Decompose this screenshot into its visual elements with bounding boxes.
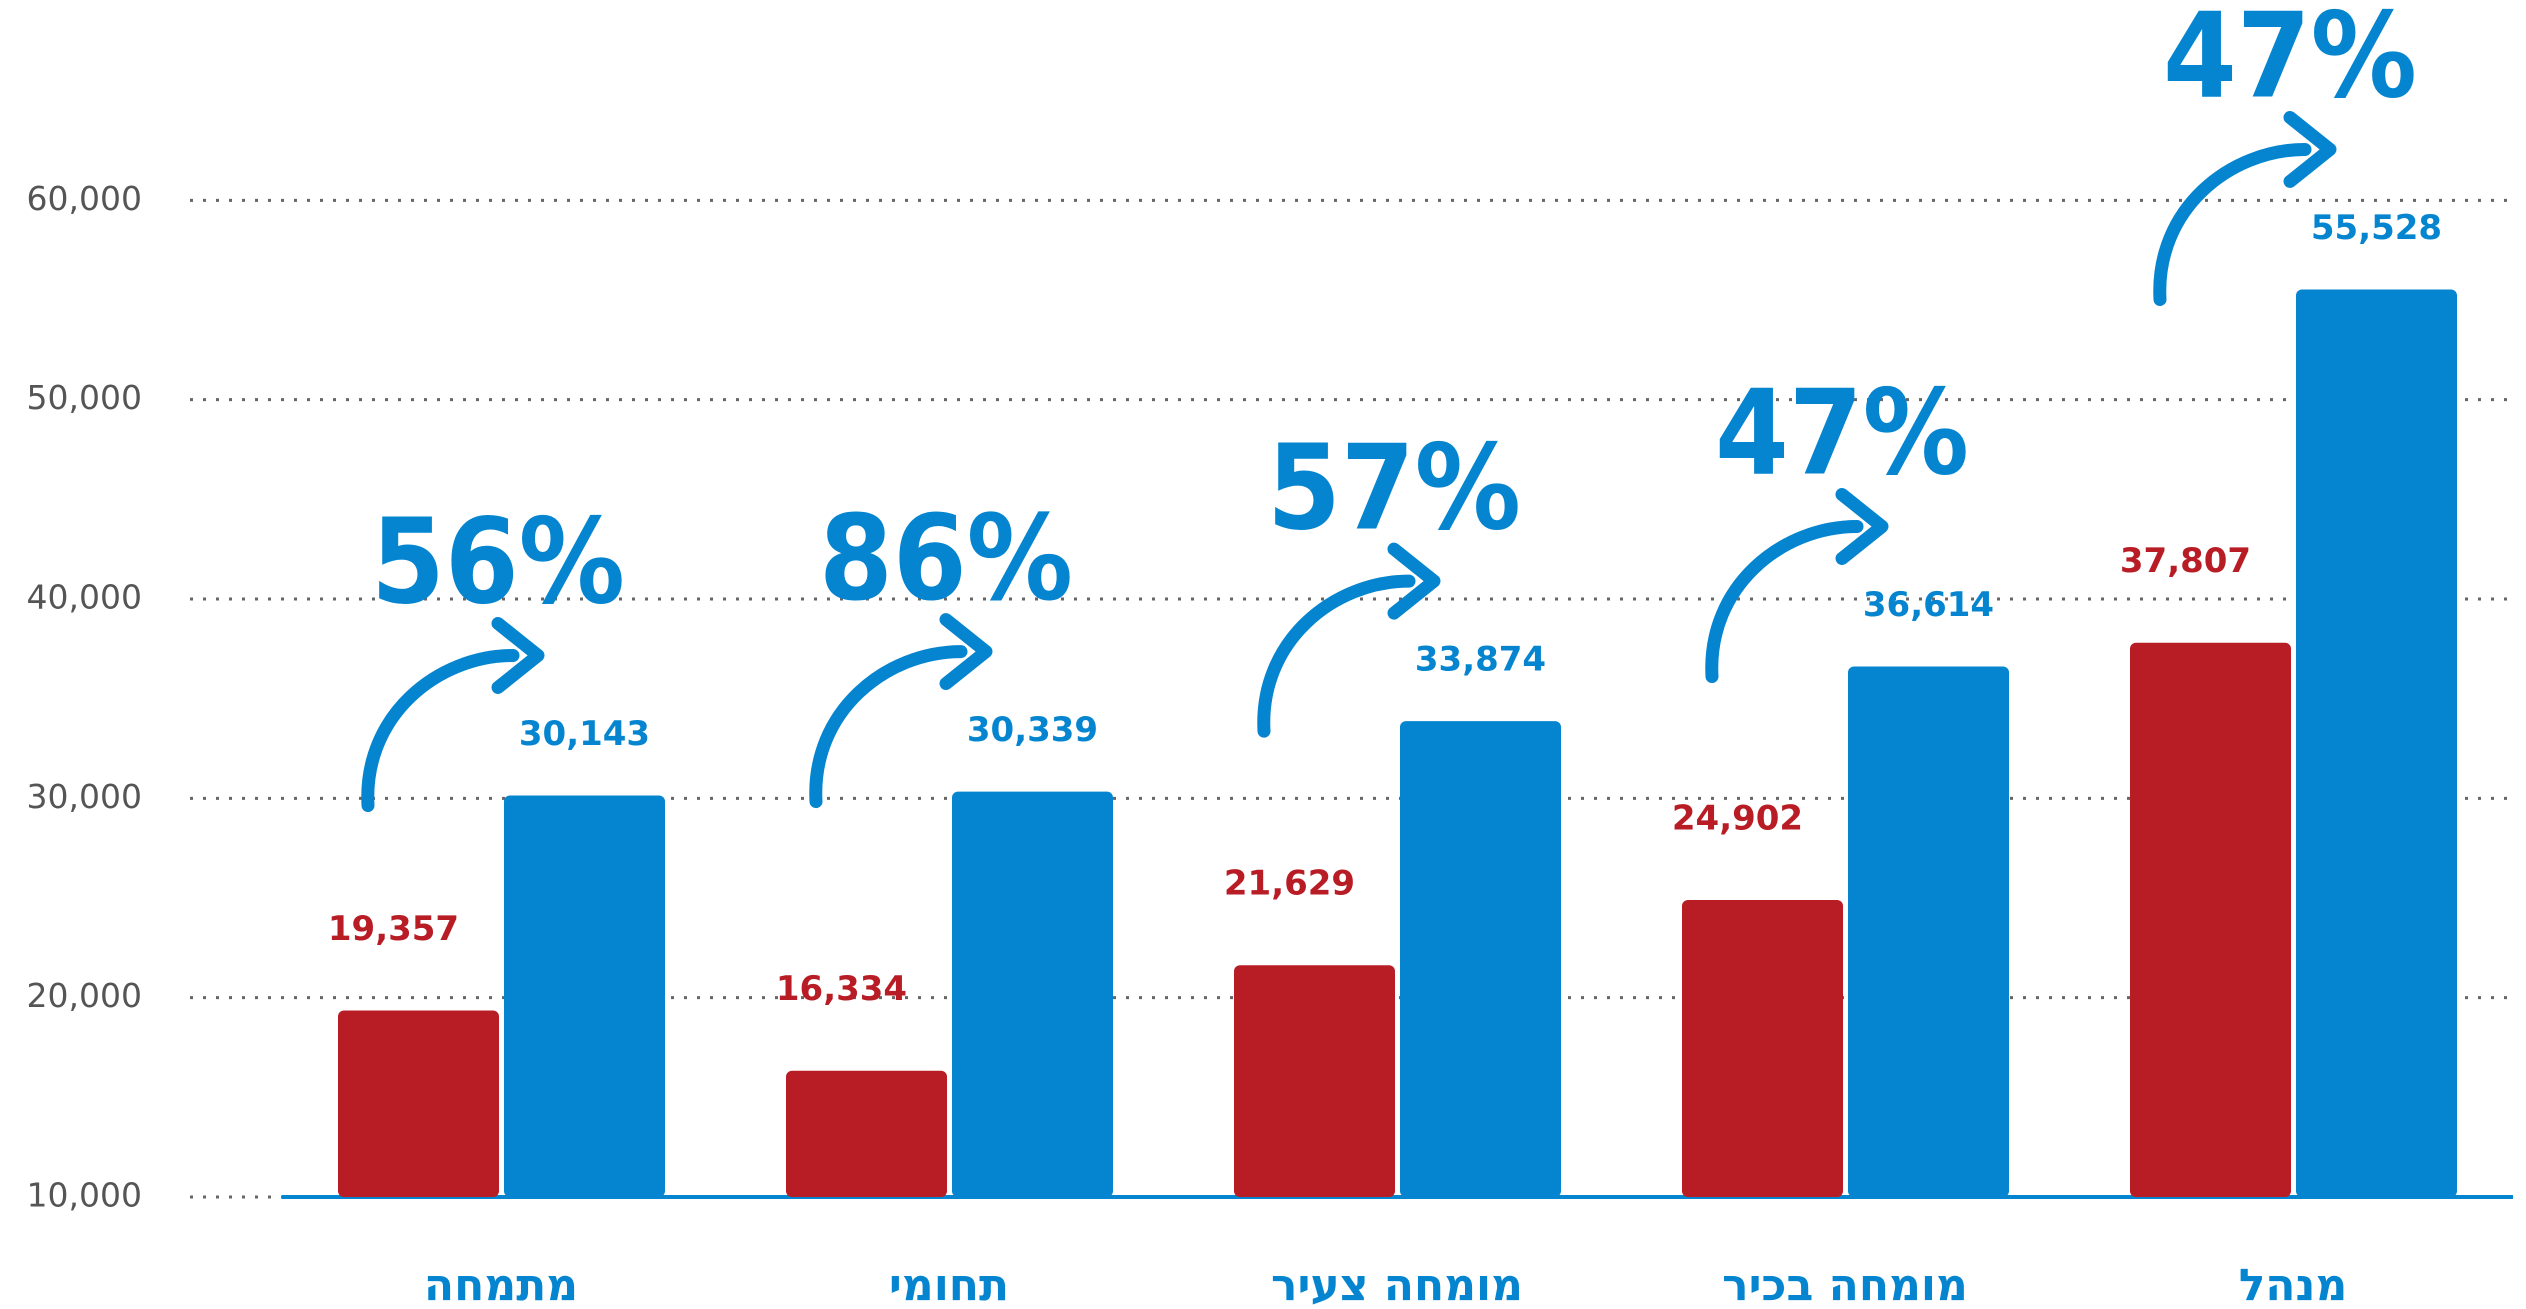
bar xyxy=(2130,642,2291,1197)
bar xyxy=(1234,965,1395,1197)
annotation: 47% xyxy=(2163,0,2417,125)
bar xyxy=(1400,721,1561,1197)
bar xyxy=(338,1010,499,1197)
annotation: 86% xyxy=(819,489,1073,627)
y-tick-label: 10,000 xyxy=(27,1176,142,1215)
bar xyxy=(1848,666,2009,1197)
x-tick-label: מנהל xyxy=(2239,1260,2348,1309)
annotation: 56% xyxy=(371,493,625,631)
y-tick-label: 50,000 xyxy=(27,378,142,417)
value-label: 24,902 xyxy=(1672,798,1803,838)
arrow-head xyxy=(491,616,545,694)
y-tick-label: 40,000 xyxy=(27,578,142,617)
bar xyxy=(952,791,1113,1197)
x-tick-label: מומחה בכיר xyxy=(1722,1260,1968,1309)
value-label: 36,614 xyxy=(1863,585,1994,625)
y-tick-label: 60,000 xyxy=(27,179,142,218)
x-tick-label: מומחה צעיר xyxy=(1271,1260,1523,1309)
value-label: 30,339 xyxy=(967,710,1098,750)
arrow-head xyxy=(2283,110,2337,188)
arrow-head xyxy=(1835,487,1889,565)
arrow xyxy=(2153,142,2312,306)
value-label: 21,629 xyxy=(1224,864,1355,904)
value-label: 30,143 xyxy=(519,714,650,754)
arrow xyxy=(361,648,520,812)
x-tick-label: מתמחה xyxy=(424,1260,578,1309)
y-tick-label: 20,000 xyxy=(27,976,142,1015)
value-label: 55,528 xyxy=(2311,208,2442,248)
bar xyxy=(786,1070,947,1197)
arrow xyxy=(1257,574,1416,738)
value-label: 37,807 xyxy=(2120,541,2251,581)
value-label: 19,357 xyxy=(328,909,459,949)
value-label: 16,334 xyxy=(776,969,907,1009)
bar xyxy=(2296,289,2457,1197)
arrow-head xyxy=(1387,542,1441,620)
annotation: 47% xyxy=(1715,364,1969,502)
bar xyxy=(504,795,665,1197)
y-tick-label: 30,000 xyxy=(27,777,142,816)
bar xyxy=(1682,899,1843,1197)
annotation: 57% xyxy=(1267,418,1521,556)
x-tick-label: תחומי xyxy=(889,1260,1009,1309)
arrow xyxy=(1705,519,1864,683)
arrow xyxy=(809,645,968,809)
arrow-head xyxy=(939,613,993,691)
value-label: 33,874 xyxy=(1415,640,1546,680)
